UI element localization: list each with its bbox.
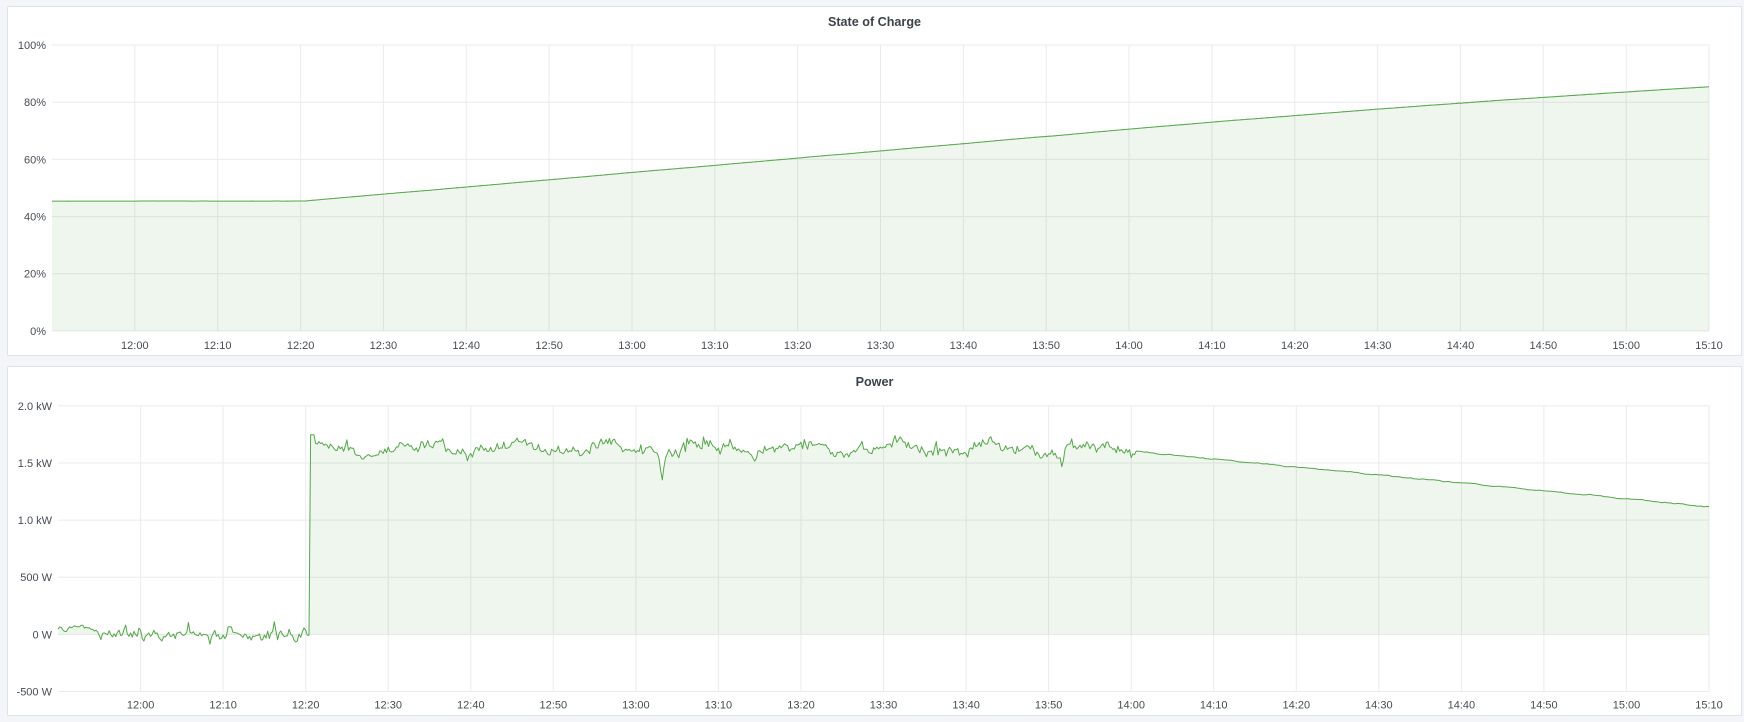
svg-text:15:10: 15:10: [1695, 340, 1723, 352]
svg-text:0 W: 0 W: [32, 629, 52, 641]
svg-text:14:40: 14:40: [1448, 699, 1476, 711]
svg-text:14:10: 14:10: [1198, 340, 1226, 352]
svg-text:13:40: 13:40: [952, 699, 980, 711]
svg-text:60%: 60%: [24, 154, 46, 166]
svg-text:14:40: 14:40: [1447, 340, 1475, 352]
svg-text:13:30: 13:30: [870, 699, 898, 711]
svg-text:13:00: 13:00: [618, 340, 646, 352]
svg-text:15:10: 15:10: [1695, 699, 1723, 711]
svg-text:13:20: 13:20: [787, 699, 815, 711]
svg-text:12:10: 12:10: [209, 699, 237, 711]
svg-text:14:00: 14:00: [1117, 699, 1145, 711]
svg-text:12:20: 12:20: [287, 340, 315, 352]
svg-text:13:50: 13:50: [1035, 699, 1063, 711]
svg-text:1.5 kW: 1.5 kW: [18, 458, 53, 470]
svg-text:12:50: 12:50: [540, 699, 568, 711]
svg-text:13:10: 13:10: [701, 340, 729, 352]
svg-text:14:20: 14:20: [1283, 699, 1311, 711]
svg-text:13:40: 13:40: [950, 340, 978, 352]
svg-text:0%: 0%: [30, 326, 46, 338]
svg-text:2.0 kW: 2.0 kW: [18, 401, 53, 413]
svg-text:14:20: 14:20: [1281, 340, 1309, 352]
svg-text:12:40: 12:40: [452, 340, 480, 352]
svg-text:13:20: 13:20: [784, 340, 812, 352]
svg-text:12:30: 12:30: [370, 340, 398, 352]
svg-text:14:10: 14:10: [1200, 699, 1228, 711]
svg-text:15:00: 15:00: [1613, 699, 1641, 711]
svg-text:20%: 20%: [24, 269, 46, 281]
svg-text:13:50: 13:50: [1032, 340, 1060, 352]
svg-text:13:30: 13:30: [867, 340, 895, 352]
svg-text:500 W: 500 W: [20, 572, 52, 584]
svg-text:14:30: 14:30: [1365, 699, 1393, 711]
svg-text:15:00: 15:00: [1612, 340, 1640, 352]
svg-text:100%: 100%: [18, 40, 46, 52]
svg-text:12:00: 12:00: [127, 699, 155, 711]
svg-text:14:30: 14:30: [1364, 340, 1392, 352]
svg-text:1.0 kW: 1.0 kW: [18, 515, 53, 527]
svg-text:13:00: 13:00: [622, 699, 650, 711]
svg-text:13:10: 13:10: [705, 699, 733, 711]
svg-text:14:50: 14:50: [1530, 699, 1558, 711]
svg-text:12:30: 12:30: [374, 699, 402, 711]
svg-text:14:50: 14:50: [1530, 340, 1558, 352]
svg-text:12:00: 12:00: [121, 340, 149, 352]
svg-text:-500 W: -500 W: [17, 686, 53, 698]
svg-text:12:10: 12:10: [204, 340, 232, 352]
svg-text:12:40: 12:40: [457, 699, 485, 711]
svg-text:14:00: 14:00: [1115, 340, 1143, 352]
svg-text:12:20: 12:20: [292, 699, 320, 711]
svg-text:80%: 80%: [24, 97, 46, 109]
svg-text:12:50: 12:50: [535, 340, 563, 352]
svg-text:40%: 40%: [24, 212, 46, 224]
